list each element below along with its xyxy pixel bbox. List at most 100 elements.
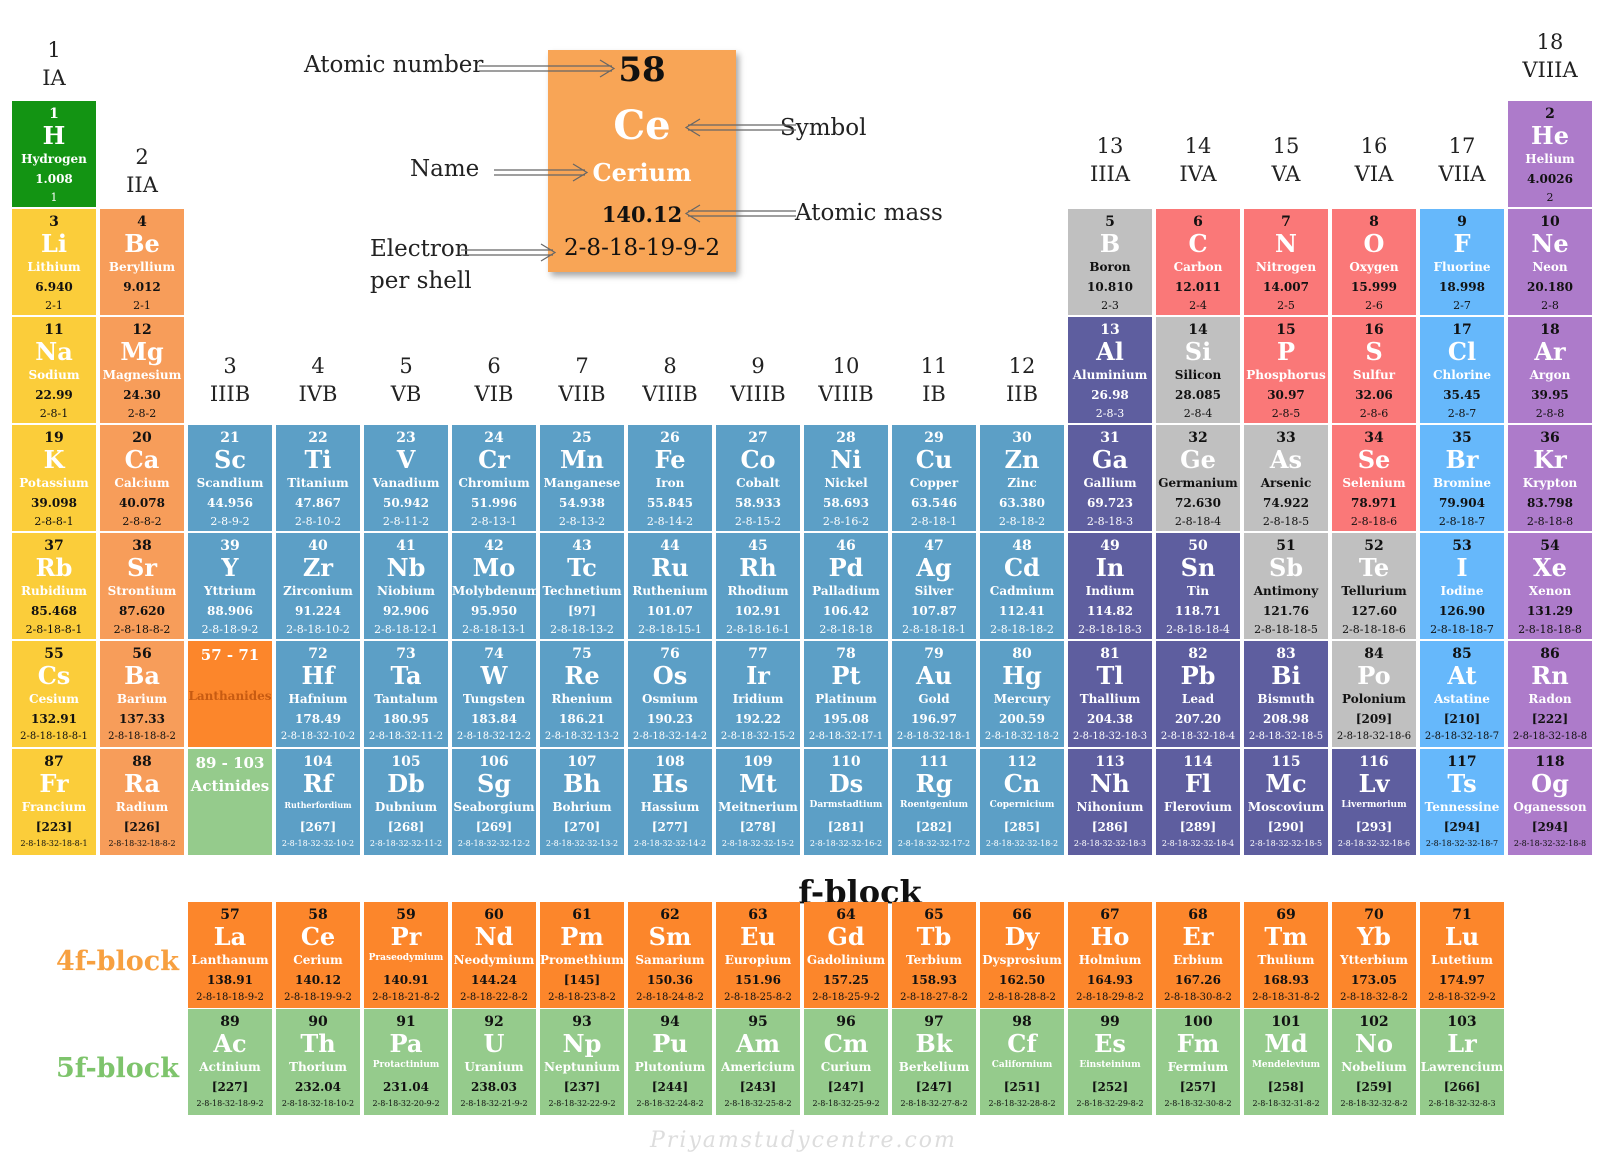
- element-name: Rhodium: [727, 584, 789, 598]
- element-name: Platinum: [815, 692, 877, 706]
- element-symbol: Lu: [1444, 922, 1480, 951]
- element-symbol: Be: [124, 229, 160, 258]
- atomic-number: 27: [748, 430, 768, 446]
- atomic-mass: 9.012: [123, 280, 161, 294]
- group-roman: IIIB: [209, 382, 251, 406]
- element-name: Selenium: [1342, 476, 1406, 490]
- placeholder-range: 89 - 103: [195, 754, 265, 772]
- placeholder-lanthanides: 57 - 71 Lanthanides: [188, 641, 272, 747]
- element-cell-er: 68 Er Erbium 167.26 2-8-18-30-8-2: [1156, 902, 1240, 1008]
- element-cell-fm: 100 Fm Fermium [257] 2-8-18-32-30-8-2: [1156, 1009, 1240, 1115]
- element-name: Mercury: [993, 692, 1051, 706]
- legend-atomic-mass: 140.12: [601, 202, 683, 227]
- group-header-12: 12 IIB: [980, 352, 1064, 408]
- element-cell-w: 74 W Tungsten 183.84 2-8-18-32-12-2: [452, 641, 536, 747]
- atomic-number: 9: [1457, 214, 1467, 230]
- electron-shell: 2-8-18-32-32-13-2: [545, 839, 619, 848]
- atomic-mass: 22.99: [35, 388, 73, 402]
- element-cell-cf: 98 Cf Californium [251] 2-8-18-32-28-8-2: [980, 1009, 1064, 1115]
- group-roman: VIIIB: [730, 382, 786, 406]
- atomic-mass: 107.87: [911, 604, 957, 618]
- atomic-mass: 1.008: [35, 172, 73, 186]
- element-symbol: Mo: [472, 553, 516, 582]
- atomic-mass: [145]: [563, 973, 601, 987]
- element-cell-og: 118 Og Oganesson [294] 2-8-18-32-32-18-8: [1508, 749, 1592, 855]
- element-name: Tin: [1186, 584, 1210, 598]
- atomic-number: 100: [1183, 1014, 1213, 1030]
- element-name: Arsenic: [1260, 476, 1312, 490]
- electron-shell: 2-8-18-32-32-8-2: [1340, 1099, 1408, 1108]
- electron-shell: 2-1: [45, 299, 63, 312]
- element-cell-v: 23 V Vanadium 50.942 2-8-11-2: [364, 425, 448, 531]
- atomic-number: 64: [836, 907, 856, 923]
- atomic-number: 22: [308, 430, 328, 446]
- element-symbol: Nh: [1090, 769, 1130, 798]
- element-name: Sodium: [28, 368, 80, 382]
- atomic-mass: 24.30: [123, 388, 161, 402]
- atomic-number: 41: [396, 538, 416, 554]
- electron-shell: 2-8-10-2: [294, 515, 342, 528]
- electron-shell: 2-8-18-25-9-2: [812, 992, 880, 1003]
- element-symbol: Pb: [1180, 661, 1216, 690]
- element-name: Ruthenium: [632, 584, 708, 598]
- group-roman: IB: [922, 382, 946, 406]
- electron-shell: 2-8-18-32-18-7: [1424, 731, 1500, 742]
- element-name: Zinc: [1007, 476, 1037, 490]
- element-symbol: Sr: [127, 553, 157, 582]
- atomic-mass: 58.693: [823, 496, 869, 510]
- element-symbol: No: [1355, 1029, 1393, 1058]
- element-name: Plutonium: [634, 1060, 706, 1074]
- element-name: Lawrencium: [1420, 1060, 1504, 1074]
- atomic-mass: [247]: [827, 1080, 865, 1094]
- element-name: Ytterbium: [1340, 953, 1408, 967]
- atomic-mass: 55.845: [647, 496, 693, 510]
- group-roman: VIIA: [1438, 162, 1486, 186]
- atomic-mass: 63.546: [911, 496, 957, 510]
- element-cell-bi: 83 Bi Bismuth 208.98 2-8-18-32-18-5: [1244, 641, 1328, 747]
- element-name: Molybdenum: [452, 584, 536, 598]
- atomic-mass: 140.91: [383, 973, 429, 987]
- atomic-number: 2: [1545, 106, 1555, 122]
- element-symbol: Gd: [827, 922, 865, 951]
- element-name: Promethium: [540, 953, 624, 967]
- element-symbol: At: [1447, 661, 1477, 690]
- element-symbol: Ce: [300, 922, 336, 951]
- element-name: Gallium: [1083, 476, 1137, 490]
- atomic-mass: 39.098: [31, 496, 77, 510]
- group-header-18: 18 VIIIA: [1508, 28, 1592, 84]
- atomic-number: 31: [1100, 430, 1120, 446]
- element-name: Scandium: [196, 476, 264, 490]
- element-name: Sulfur: [1352, 368, 1396, 382]
- atomic-mass: 106.42: [823, 604, 869, 618]
- atomic-mass: 121.76: [1263, 604, 1309, 618]
- electron-shell: 2-8-18-9-2: [201, 623, 259, 636]
- element-name: Bromine: [1432, 476, 1492, 490]
- atomic-number: 71: [1452, 907, 1472, 923]
- group-roman: VIIB: [558, 382, 606, 406]
- electron-shell: 2-8-18-32-21-9-2: [460, 1099, 528, 1108]
- element-name: Krypton: [1522, 476, 1578, 490]
- element-name: Beryllium: [108, 260, 176, 274]
- element-cell-mg: 12 Mg Magnesium 24.30 2-8-2: [100, 317, 184, 423]
- atomic-mass: 20.180: [1527, 280, 1573, 294]
- element-cell-fe: 26 Fe Iron 55.845 2-8-14-2: [628, 425, 712, 531]
- group-roman: IVB: [298, 382, 338, 406]
- electron-shell: 2-8-13-2: [558, 515, 606, 528]
- element-name: Einsteinium: [1079, 1060, 1141, 1070]
- atomic-number: 112: [1007, 754, 1037, 770]
- group-header-13: 13 IIIA: [1068, 132, 1152, 188]
- element-name: Lutetium: [1431, 953, 1493, 967]
- atomic-mass: [269]: [475, 820, 513, 834]
- element-cell-lr: 103 Lr Lawrencium [266] 2-8-18-32-32-8-3: [1420, 1009, 1504, 1115]
- atomic-mass: 112.41: [999, 604, 1045, 618]
- atomic-number: 30: [1012, 430, 1032, 446]
- element-cell-nd: 60 Nd Neodymium 144.24 2-8-18-22-8-2: [452, 902, 536, 1008]
- atomic-number: 88: [132, 754, 152, 770]
- atomic-number: 33: [1276, 430, 1296, 446]
- group-header-10: 10 VIIIB: [804, 352, 888, 408]
- element-name: Dubnium: [374, 800, 438, 814]
- atomic-number: 61: [572, 907, 592, 923]
- atomic-mass: 79.904: [1439, 496, 1485, 510]
- element-name: Seaborgium: [453, 800, 535, 814]
- electron-shell: 2-8-18-30-8-2: [1164, 992, 1232, 1003]
